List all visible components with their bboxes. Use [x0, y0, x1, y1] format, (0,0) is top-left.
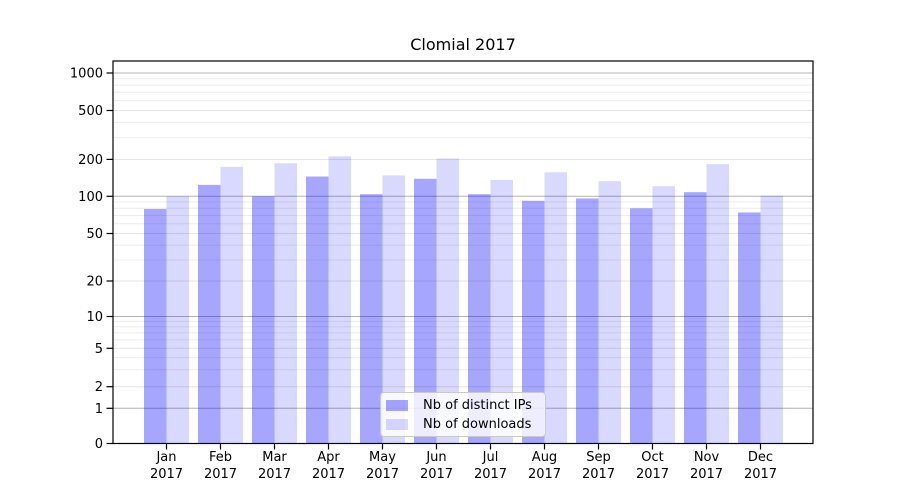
y-tick-label-200: 200 [78, 153, 103, 168]
bar-feb-downloads [220, 166, 243, 444]
bar-mar-downloads [274, 163, 297, 444]
x-tick-label-month-sep: Sep [586, 450, 611, 465]
x-tick-label-year-apr: 2017 [312, 467, 345, 482]
y-tick-label-500: 500 [78, 104, 103, 119]
bar-jul-ips [468, 194, 491, 444]
y-tick-label-20: 20 [86, 275, 103, 290]
legend: Nb of distinct IPs Nb of downloads [380, 392, 546, 437]
x-tick-label-year-nov: 2017 [690, 467, 723, 482]
x-tick-label-year-feb: 2017 [204, 467, 237, 482]
bar-apr-downloads [328, 156, 351, 444]
bar-oct-downloads [652, 186, 675, 444]
bar-may-downloads [382, 175, 405, 444]
legend-item-downloads: Nb of downloads [386, 415, 539, 433]
x-tick-label-year-jun: 2017 [420, 467, 453, 482]
x-tick-label-year-dec: 2017 [744, 467, 777, 482]
bar-jul-downloads [490, 179, 513, 444]
x-tick-label-year-sep: 2017 [582, 467, 615, 482]
bar-dec-downloads [760, 195, 783, 444]
y-tick-label-100: 100 [78, 190, 103, 205]
bar-sep-ips [576, 198, 599, 444]
bar-dec-ips [738, 212, 761, 444]
bar-jun-ips [414, 178, 437, 444]
x-tick-label-year-oct: 2017 [636, 467, 669, 482]
bar-aug-downloads [544, 172, 567, 444]
y-tick-label-5: 5 [95, 342, 103, 357]
x-tick-label-year-aug: 2017 [528, 467, 561, 482]
x-tick-label-month-mar: Mar [262, 450, 287, 465]
legend-label-distinct-ips: Nb of distinct IPs [423, 397, 532, 413]
bar-jan-ips [144, 208, 167, 444]
x-tick-label-month-aug: Aug [532, 450, 557, 465]
y-tick-label-1000: 1000 [70, 67, 103, 82]
x-tick-label-year-jul: 2017 [474, 467, 507, 482]
bar-jun-downloads [436, 158, 459, 444]
x-tick-label-month-nov: Nov [694, 450, 720, 465]
y-tick-label-0: 0 [95, 437, 103, 452]
y-tick-label-10: 10 [86, 310, 103, 325]
bar-feb-ips [198, 184, 221, 444]
legend-label-downloads: Nb of downloads [423, 416, 532, 432]
x-tick-label-year-jan: 2017 [150, 467, 183, 482]
legend-swatch-downloads [386, 418, 408, 430]
bar-apr-ips [306, 176, 329, 444]
x-tick-label-month-jul: Jul [482, 450, 499, 465]
x-tick-label-month-jan: Jan [155, 450, 176, 465]
y-tick-label-50: 50 [86, 227, 103, 242]
legend-item-distinct-ips: Nb of distinct IPs [386, 396, 539, 414]
bar-mar-ips [252, 196, 275, 444]
bar-nov-downloads [706, 164, 729, 444]
x-tick-label-month-apr: Apr [317, 450, 340, 465]
bar-oct-ips [630, 208, 653, 444]
x-tick-label-year-may: 2017 [366, 467, 399, 482]
bar-may-ips [360, 194, 383, 444]
chart-title: Clomial 2017 [410, 35, 516, 54]
x-tick-label-month-may: May [369, 450, 396, 465]
bar-sep-downloads [598, 181, 621, 444]
legend-swatch-distinct-ips [386, 399, 408, 411]
x-tick-label-month-oct: Oct [641, 450, 663, 465]
x-tick-label-month-feb: Feb [209, 450, 232, 465]
y-tick-label-1: 1 [95, 402, 103, 417]
x-tick-label-year-mar: 2017 [258, 467, 291, 482]
bar-nov-ips [684, 192, 707, 444]
x-tick-label-month-jun: Jun [425, 450, 446, 465]
y-tick-label-2: 2 [95, 380, 103, 395]
bar-aug-ips [522, 200, 545, 444]
plot-frame [112, 60, 814, 445]
x-tick-label-month-dec: Dec [748, 450, 773, 465]
bar-jan-downloads [166, 196, 189, 444]
